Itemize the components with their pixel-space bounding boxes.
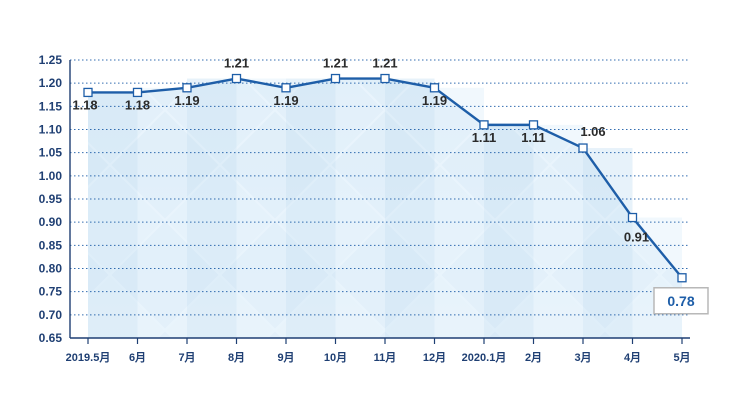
- y-tick-label: 1.05: [39, 146, 63, 160]
- x-tick-label: 5月: [673, 351, 690, 364]
- x-tick-label: 2020.1月: [462, 351, 507, 364]
- y-tick-label: 1.10: [39, 123, 63, 137]
- x-tick-label: 7月: [178, 351, 195, 364]
- x-tick-label: 6月: [129, 351, 146, 364]
- data-label: 1.21: [323, 56, 348, 71]
- data-label: 1.11: [521, 130, 546, 145]
- x-tick-label: 8月: [228, 351, 245, 364]
- x-tick-label: 10月: [324, 351, 347, 364]
- axis-layer: 0.65 0.70 0.75 0.80 0.85 0.90 0.95 1.00 1.05 1.10…: [39, 53, 691, 364]
- area-fill-layer: [88, 78, 682, 339]
- y-tick-label: 0.90: [39, 215, 63, 229]
- data-label: 1.18: [72, 97, 97, 112]
- area-band: [88, 92, 138, 338]
- y-tick-label: 1.25: [39, 53, 63, 67]
- data-point: [479, 120, 489, 130]
- data-point: [132, 87, 143, 98]
- data-label: 1.21: [224, 56, 249, 71]
- data-point: [231, 73, 242, 84]
- data-point: [281, 83, 291, 93]
- area-band: [187, 78, 237, 339]
- data-point: [380, 73, 390, 84]
- y-tick-label: 1.20: [39, 76, 63, 90]
- area-band: [236, 78, 286, 339]
- area-band: [533, 124, 583, 338]
- series-layer: [83, 73, 687, 283]
- data-point: [627, 212, 638, 223]
- final-data-label: 0.78: [667, 293, 694, 309]
- y-tick-label: 0.80: [39, 262, 63, 276]
- x-tick-label: 2月: [525, 351, 542, 364]
- data-label: 1.19: [273, 93, 298, 108]
- x-tick-label: 11月: [374, 351, 397, 364]
- area-band: [385, 78, 435, 339]
- y-tick-label: 0.65: [39, 331, 63, 345]
- data-point: [330, 73, 341, 84]
- y-tick-label: 0.70: [39, 308, 63, 322]
- y-tick-label: 1.15: [39, 99, 63, 113]
- x-tick-label: 9月: [277, 351, 294, 364]
- y-tick-label: 1.00: [39, 169, 63, 183]
- data-point: [677, 273, 687, 283]
- area-band: [137, 87, 187, 338]
- data-label: 1.19: [174, 93, 199, 108]
- data-label: 1.21: [372, 56, 397, 71]
- area-band: [583, 148, 633, 338]
- y-tick-label: 0.85: [39, 238, 63, 252]
- label-layer: 1.18 1.18 1.19 1.21 1.19 1.21 1.21 1.19 1.11 1.11…: [72, 56, 709, 315]
- data-label: 1.06: [580, 124, 605, 139]
- data-label: 1.18: [125, 97, 150, 112]
- y-tick-label: 0.95: [39, 192, 63, 206]
- area-band: [434, 87, 484, 338]
- x-tick-label: 3月: [574, 351, 591, 364]
- area-band: [335, 78, 385, 339]
- area-band: [632, 217, 682, 338]
- area-band: [484, 124, 534, 338]
- data-point: [182, 83, 192, 93]
- final-value-callout: [653, 287, 709, 315]
- x-tick-label: 2019.5月: [66, 351, 111, 364]
- data-point: [528, 120, 539, 130]
- data-point: [578, 143, 588, 153]
- data-point: [83, 87, 93, 98]
- data-label: 1.19: [422, 93, 447, 108]
- area-band: [286, 78, 336, 339]
- data-label: 0.91: [624, 230, 649, 245]
- x-tick-label: 12月: [423, 351, 446, 364]
- data-label: 1.11: [472, 130, 497, 145]
- data-point: [429, 83, 440, 93]
- y-tick-label: 0.75: [39, 285, 63, 299]
- x-tick-label: 4月: [624, 351, 641, 364]
